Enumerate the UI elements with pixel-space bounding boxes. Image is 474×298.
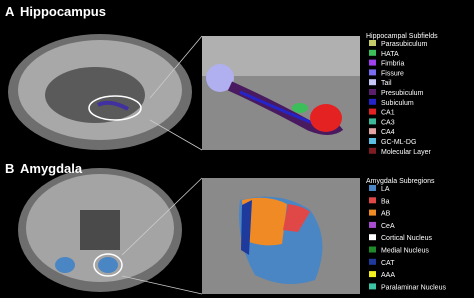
legend-swatch xyxy=(369,108,376,115)
panel-letter: A xyxy=(5,4,15,19)
legend-label: LA xyxy=(381,186,390,193)
hippocampus-zoom xyxy=(202,36,360,150)
legend-label: AAA xyxy=(381,272,395,279)
amygdala-zoom xyxy=(202,178,360,294)
legend-label: Paralaminar Nucleus xyxy=(381,284,446,291)
connector xyxy=(121,275,203,295)
legend-swatch xyxy=(369,197,376,204)
legend-swatch xyxy=(369,283,376,290)
legend-label: CAT xyxy=(381,260,395,267)
connector xyxy=(149,119,203,151)
legend-swatch xyxy=(369,98,376,105)
legend-label: Fimbria xyxy=(381,61,404,68)
legend-swatch xyxy=(369,209,376,216)
legend-title: Amygdala Subregions xyxy=(366,178,435,185)
legend-label: Parasubiculum xyxy=(381,41,427,48)
legend-label: CeA xyxy=(381,223,395,230)
connector xyxy=(121,177,203,256)
legend-label: HATA xyxy=(381,51,399,58)
legend-swatch xyxy=(369,271,376,278)
legend-title: Hippocampal Subfields xyxy=(366,33,438,40)
legend-swatch xyxy=(369,258,376,265)
brain-sagittal xyxy=(8,34,192,150)
legend-swatch xyxy=(369,128,376,135)
connector xyxy=(149,35,203,99)
legend-swatch xyxy=(369,185,376,191)
legend-swatch xyxy=(369,234,376,241)
legend-swatch xyxy=(369,89,376,95)
legend-swatch xyxy=(369,40,376,46)
legend-label: Cortical Nucleus xyxy=(381,235,432,242)
panel-title: Hippocampus xyxy=(20,4,106,19)
legend-label: AB xyxy=(381,211,391,218)
legend-label: Subiculum xyxy=(381,100,414,107)
legend-swatch xyxy=(369,118,376,125)
legend-swatch xyxy=(369,221,376,228)
legend-swatch xyxy=(369,79,376,86)
panel-title: Amygdala xyxy=(20,161,83,176)
panel-letter: B xyxy=(5,161,14,176)
legend-label: Ba xyxy=(381,198,390,205)
legend-swatch xyxy=(369,147,376,154)
legend-swatch xyxy=(369,69,376,76)
legend-label: CA4 xyxy=(381,129,395,136)
legend-label: CA1 xyxy=(381,110,395,117)
legend-swatch xyxy=(369,138,376,144)
legend-label: CA3 xyxy=(381,119,395,126)
brain-coronal xyxy=(18,168,182,292)
legend-label: Molecular Layer xyxy=(381,149,431,156)
legend-swatch xyxy=(369,59,376,66)
legend-label: Presubiculum xyxy=(381,90,424,97)
legend-label: Medial Nucleus xyxy=(381,248,429,255)
legend-label: Tail xyxy=(381,80,392,87)
legend-label: GC-ML-DG xyxy=(381,139,416,146)
legend-swatch xyxy=(369,49,376,56)
legend-label: Fissure xyxy=(381,70,404,77)
legend-swatch xyxy=(369,246,376,253)
